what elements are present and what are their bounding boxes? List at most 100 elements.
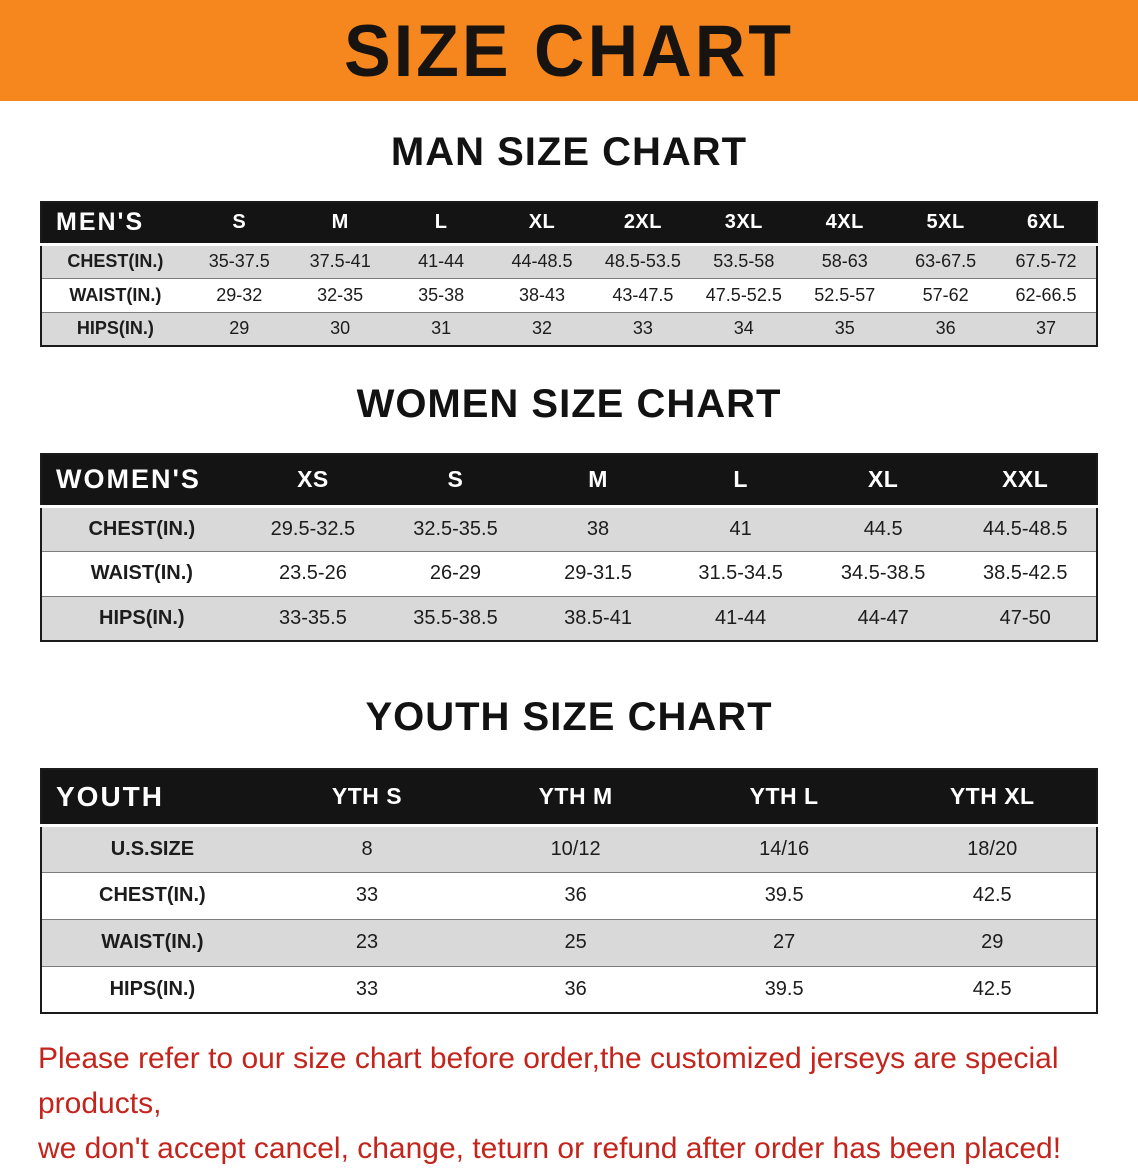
size-value-cell: 23: [262, 918, 472, 966]
size-value-cell: 32.5-35.5: [413, 517, 498, 540]
size-value-cell: 33: [262, 871, 472, 919]
size-value-cell: 25: [471, 918, 680, 966]
table-header-row: MEN'S S M L XL 2XL 3XL 4XL 5XL 6XL: [41, 202, 1097, 246]
size-header-cell: YTH XL: [888, 769, 1097, 827]
size-value-cell: 30: [289, 311, 391, 346]
disclaimer-line-2: we don't accept cancel, change, teturn o…: [38, 1132, 1062, 1165]
row-label: CHEST(IN.): [88, 517, 196, 540]
size-value-cell: 53.5-58: [713, 251, 775, 271]
size-value-cell: 35.5-38.5: [384, 595, 527, 641]
size-value-cell: 47-50: [954, 595, 1097, 641]
measurement-row: U.S.SIZE 8 10/12 14/16 18/20: [41, 825, 1097, 872]
row-label: WAIST(IN.): [41, 277, 189, 312]
measurement-row: CHEST(IN.) 29.5-32.5 32.5-35.5 38 41 44.5 44.5…: [41, 506, 1097, 551]
size-value-cell: 34: [693, 311, 795, 346]
size-header-cell: 2XL: [592, 202, 694, 246]
women-size-section: WOMEN SIZE CHART WOMEN'S XS S M L XL XXL CHEST(…: [0, 381, 1138, 642]
size-value-cell: 29-31.5: [526, 550, 670, 596]
size-value-cell: 58-63: [821, 251, 868, 271]
size-value-cell: 38.5-42.5: [954, 550, 1097, 596]
size-value-cell: 47.5-52.5: [693, 277, 795, 312]
size-value-cell: 41: [729, 517, 752, 540]
size-value-cell: 41-44: [418, 251, 465, 271]
disclaimer-line-1: Please refer to our size chart before or…: [38, 1042, 1059, 1120]
row-label: HIPS(IN.): [41, 311, 189, 346]
size-value-cell: 63-67.5: [915, 251, 977, 271]
size-value-cell: 33-35.5: [241, 595, 385, 641]
size-header-cell: XS: [241, 454, 385, 508]
size-value-cell: 35-38: [390, 277, 492, 312]
size-header-cell: XL: [491, 202, 593, 246]
size-value-cell: 36: [471, 965, 680, 1013]
size-header-cell: L: [669, 454, 812, 508]
size-value-cell: 37.5-41: [309, 251, 371, 271]
measurement-row: HIPS(IN.) 29 30 31 32 33 34 35 36 37: [41, 311, 1097, 346]
size-header-cell: S: [384, 454, 527, 508]
man-size-section: MAN SIZE CHART MEN'S S M L XL 2XL 3XL 4XL 5XL 6XL…: [0, 129, 1138, 347]
size-value-cell: 29: [188, 311, 290, 346]
size-header-cell: M: [526, 454, 670, 508]
size-chart-banner: SIZE CHART: [0, 0, 1138, 101]
size-value-cell: 29.5-32.5: [270, 517, 356, 540]
row-label: CHEST(IN.): [67, 251, 164, 271]
size-value-cell: 32-35: [289, 277, 391, 312]
size-value-cell: 35: [794, 311, 896, 346]
size-header-cell: YTH M: [471, 769, 680, 827]
size-header-cell: YTH L: [679, 769, 889, 827]
measurement-row: WAIST(IN.) 23.5-26 26-29 29-31.5 31.5-34.5 34…: [41, 550, 1097, 596]
size-value-cell: 8: [361, 837, 373, 860]
size-value-cell: 41-44: [669, 595, 812, 641]
size-value-cell: 57-62: [895, 277, 997, 312]
size-value-cell: 18/20: [967, 837, 1018, 860]
size-header-cell: 5XL: [895, 202, 997, 246]
size-value-cell: 14/16: [759, 837, 810, 860]
row-label: HIPS(IN.): [41, 965, 263, 1013]
row-label: HIPS(IN.): [41, 595, 242, 641]
size-value-cell: 44.5: [863, 517, 903, 540]
row-label: CHEST(IN.): [41, 871, 263, 919]
size-value-cell: 31.5-34.5: [669, 550, 812, 596]
size-value-cell: 44-48.5: [511, 251, 573, 271]
size-header-cell: S: [188, 202, 290, 246]
row-label: WAIST(IN.): [41, 918, 263, 966]
size-value-cell: 38.5-41: [526, 595, 670, 641]
size-value-cell: 34.5-38.5: [811, 550, 955, 596]
size-value-cell: 36: [471, 871, 680, 919]
women-size-table: WOMEN'S XS S M L XL XXL CHEST(IN.) 29.5-32.5 32.5…: [40, 453, 1098, 642]
size-value-cell: 37: [996, 311, 1097, 346]
size-value-cell: 42.5: [888, 871, 1097, 919]
table-header-row: YOUTH YTH S YTH M YTH L YTH XL: [41, 769, 1097, 827]
youth-size-heading: YOUTH SIZE CHART: [365, 695, 773, 739]
size-header-cell: L: [390, 202, 492, 246]
size-value-cell: 67.5-72: [1015, 251, 1077, 271]
size-value-cell: 33: [262, 965, 472, 1013]
size-value-cell: 29: [888, 918, 1097, 966]
size-header-cell: YTH S: [262, 769, 472, 827]
youth-size-section: YOUTH SIZE CHART YOUTH YTH S YTH M YTH L YTH…: [0, 694, 1138, 1014]
size-value-cell: 38-43: [491, 277, 593, 312]
man-size-heading: MAN SIZE CHART: [390, 130, 748, 174]
size-value-cell: 35-37.5: [208, 251, 270, 271]
size-value-cell: 44.5-48.5: [982, 517, 1068, 540]
size-value-cell: 44-47: [811, 595, 955, 641]
size-value-cell: 27: [679, 918, 889, 966]
size-header-cell: 6XL: [996, 202, 1097, 246]
size-header-cell: 3XL: [693, 202, 795, 246]
size-value-cell: 29-32: [188, 277, 290, 312]
size-value-cell: 26-29: [384, 550, 527, 596]
disclaimer-note: Please refer to our size chart before or…: [38, 1036, 1100, 1171]
size-value-cell: 23.5-26: [241, 550, 385, 596]
measurement-row: CHEST(IN.) 35-37.5 37.5-41 41-44 44-48.5 48.5…: [41, 244, 1097, 278]
measurement-row: WAIST(IN.) 29-32 32-35 35-38 38-43 43-47.5 47.…: [41, 277, 1097, 312]
table-title-cell: MEN'S: [41, 202, 189, 246]
banner-title: SIZE CHART: [344, 9, 794, 92]
youth-size-table: YOUTH YTH S YTH M YTH L YTH XL U.S.SIZE 8 10/12…: [40, 768, 1098, 1014]
measurement-row: HIPS(IN.) 33 36 39.5 42.5: [41, 965, 1097, 1013]
size-value-cell: 62-66.5: [996, 277, 1097, 312]
table-title-cell: YOUTH: [41, 769, 263, 827]
row-label: U.S.SIZE: [110, 837, 195, 860]
women-size-heading: WOMEN SIZE CHART: [356, 382, 782, 426]
man-size-table: MEN'S S M L XL 2XL 3XL 4XL 5XL 6XL CHEST(IN.) 35-37…: [40, 201, 1098, 347]
table-header-row: WOMEN'S XS S M L XL XXL: [41, 454, 1097, 508]
